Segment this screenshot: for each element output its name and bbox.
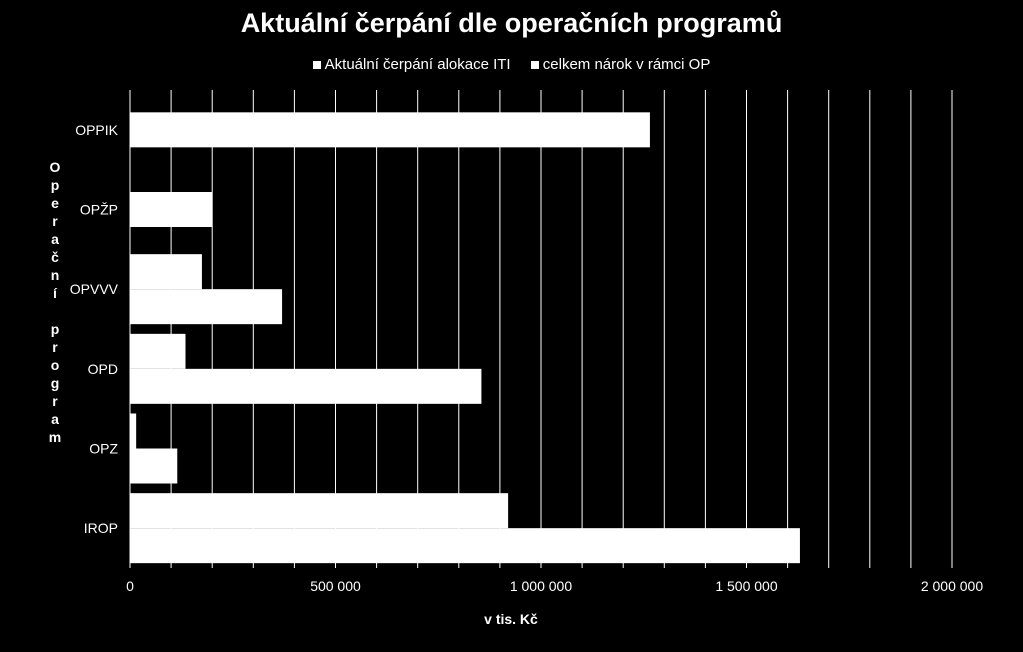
y-axis-label-char: p bbox=[50, 321, 60, 337]
x-tick-label: 1 500 000 bbox=[715, 578, 777, 594]
x-tick-label: 500 000 bbox=[310, 578, 361, 594]
category-label: OPZ bbox=[89, 441, 118, 457]
y-axis-label-char: o bbox=[50, 357, 60, 373]
bar-op bbox=[130, 448, 178, 484]
category-label: OPVVV bbox=[70, 281, 119, 297]
y-axis-label-char: č bbox=[51, 249, 59, 265]
category-label: OPD bbox=[88, 361, 118, 377]
legend-swatch-op bbox=[530, 61, 539, 70]
bar-iti bbox=[130, 493, 509, 529]
y-axis-label-char: e bbox=[51, 195, 59, 211]
category-label: IROP bbox=[84, 520, 118, 536]
y-axis-label-char: r bbox=[52, 393, 58, 409]
y-axis-label-char: r bbox=[52, 213, 58, 229]
legend-label-op: celkem nárok v rámci OP bbox=[542, 56, 711, 73]
category-label: OPŽP bbox=[80, 202, 118, 218]
x-axis-label: v tis. Kč bbox=[484, 611, 538, 627]
y-axis-label-char: O bbox=[49, 159, 61, 175]
category-label: OPPIK bbox=[75, 122, 118, 138]
legend-item-op: celkem nárok v rámci OP bbox=[530, 56, 711, 73]
bar-op bbox=[130, 289, 283, 325]
x-tick-label: 1 000 000 bbox=[510, 578, 572, 594]
legend-swatch-iti bbox=[312, 61, 321, 70]
bar-op bbox=[130, 112, 650, 148]
y-axis-label-char: í bbox=[53, 285, 57, 301]
y-axis-label-char: a bbox=[51, 411, 59, 427]
y-axis-label-char: n bbox=[50, 267, 60, 283]
bar-op bbox=[130, 368, 482, 404]
bar-iti bbox=[130, 413, 137, 449]
bar-op bbox=[130, 192, 213, 227]
chart-title: Aktuální čerpání dle operačních programů bbox=[240, 8, 783, 38]
legend: Aktuální čerpání alokace ITI celkem náro… bbox=[0, 56, 1023, 73]
legend-label-iti: Aktuální čerpání alokace ITI bbox=[324, 56, 511, 73]
legend-item-iti: Aktuální čerpání alokace ITI bbox=[312, 56, 511, 73]
y-axis-label-char: m bbox=[48, 429, 62, 445]
x-tick-label: 0 bbox=[126, 578, 134, 594]
bar-iti bbox=[130, 254, 202, 290]
x-tick-label: 2 000 000 bbox=[921, 578, 983, 594]
bar-op bbox=[130, 528, 800, 564]
y-axis-label-char: a bbox=[51, 231, 59, 247]
bar-iti bbox=[130, 333, 186, 369]
y-axis-label-char: p bbox=[50, 177, 60, 193]
y-axis-label-char: g bbox=[50, 375, 60, 391]
y-axis-label-char: r bbox=[52, 339, 58, 355]
